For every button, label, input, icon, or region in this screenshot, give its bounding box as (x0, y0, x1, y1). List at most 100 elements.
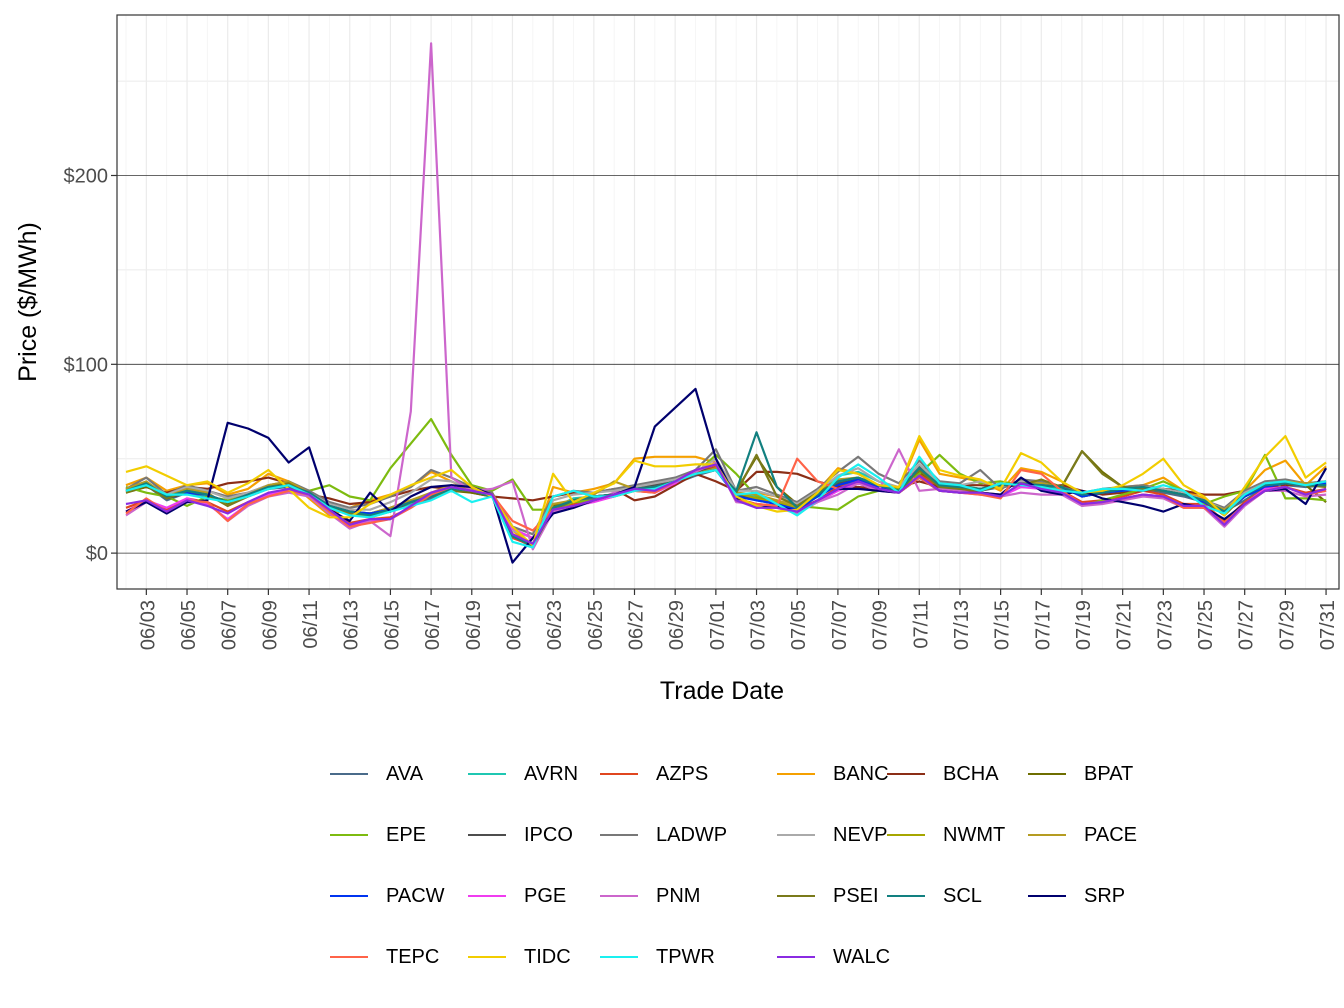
legend-key (330, 833, 368, 837)
x-tick-label: 06/11 (300, 600, 322, 649)
x-tick-label: 07/21 (1114, 600, 1136, 650)
x-tick-label: 07/05 (788, 600, 810, 650)
x-tick-label: 06/19 (463, 600, 485, 650)
legend-label: PNM (656, 884, 701, 907)
legend-key (777, 772, 815, 776)
legend-key (330, 894, 368, 898)
legend-item-ladwp: LADWP (600, 815, 727, 855)
legend-label: IPCO (524, 823, 573, 846)
legend-label: BPAT (1084, 762, 1134, 785)
y-tick-label: $0 (86, 543, 108, 565)
x-tick-label: 06/07 (219, 600, 241, 650)
x-tick-label: 07/29 (1276, 600, 1298, 650)
legend-key (777, 833, 815, 837)
legend-key (600, 955, 638, 959)
price-line-chart: $0 $100 $200 06/03 06/05 06/07 06/09 06/11 06/1… (14, 14, 1340, 705)
legend-item-pnm: PNM (600, 876, 700, 916)
legend-label: EPE (386, 823, 427, 846)
legend-item-psei: PSEI (777, 876, 879, 916)
legend-label: NWMT (943, 823, 1006, 846)
legend-label: LADWP (656, 823, 728, 846)
legend-label: WALC (833, 945, 891, 968)
legend-key (468, 955, 506, 959)
x-tick-label: 07/17 (1032, 600, 1054, 650)
legend-item-nevp: NEVP (777, 815, 887, 855)
legend-item-ipco: IPCO (468, 815, 573, 855)
legend-key (777, 894, 815, 898)
series-lines (125, 42, 1328, 564)
legend-key (468, 894, 506, 898)
x-tick-label: 07/15 (992, 600, 1014, 650)
legend-item-epe: EPE (330, 815, 426, 855)
legend-key (1028, 894, 1066, 898)
x-tick-label: 07/03 (748, 600, 770, 650)
legend-label: PSEI (833, 884, 879, 907)
legend-key (600, 772, 638, 776)
x-tick-label: 07/13 (951, 600, 973, 650)
legend-item-pacw: PACW (330, 876, 445, 916)
y-axis-title: Price ($/MWh) (14, 222, 42, 382)
x-tick-label: 06/21 (504, 600, 526, 650)
legend-item-nwmt: NWMT (887, 815, 1005, 855)
legend-key (777, 955, 815, 959)
legend-key (887, 772, 925, 776)
legend-label: AZPS (656, 762, 709, 785)
legend-label: AVRN (524, 762, 579, 785)
legend-item-tepc: TEPC (330, 937, 439, 977)
legend-label: PGE (524, 884, 567, 907)
legend-label: NEVP (833, 823, 888, 846)
legend: AVA AVRN AZPS BANC BCHA BPAT EPE IPCO LADWP NEVP N… (330, 744, 1150, 994)
y-tick-label: $100 (64, 354, 109, 376)
x-tick-label: 07/01 (707, 600, 729, 650)
legend-item-banc: BANC (777, 754, 889, 794)
x-tick-label: 07/31 (1317, 600, 1339, 650)
legend-label: BCHA (943, 762, 999, 785)
legend-label: AVA (386, 762, 424, 785)
legend-key (468, 833, 506, 837)
plot-border (116, 14, 1340, 590)
x-tick-label: 07/27 (1236, 600, 1258, 650)
x-tick-label: 07/11 (910, 600, 932, 649)
y-tick-label: $200 (64, 165, 109, 187)
legend-label: PACE (1084, 823, 1137, 846)
x-tick-label: 06/25 (585, 600, 607, 650)
legend-label: BANC (833, 762, 889, 785)
x-tick-label: 06/17 (422, 600, 444, 650)
legend-item-azps: AZPS (600, 754, 708, 794)
legend-label: TIDC (524, 945, 571, 968)
x-tick-label: 07/19 (1073, 600, 1095, 650)
series-line-walc (125, 463, 1327, 545)
legend-key (330, 772, 368, 776)
x-tick-label: 06/13 (341, 600, 363, 650)
legend-label: SCL (943, 884, 982, 907)
x-tick-label: 06/23 (544, 600, 566, 650)
legend-key (600, 894, 638, 898)
series-line-epe (125, 418, 1327, 511)
x-tick-label: 07/09 (870, 600, 892, 650)
x-tick-label: 06/03 (137, 600, 159, 650)
legend-item-ava: AVA (330, 754, 423, 794)
x-tick-label: 06/09 (259, 600, 281, 650)
legend-item-bpat: BPAT (1028, 754, 1133, 794)
legend-key (330, 955, 368, 959)
legend-key (1028, 772, 1066, 776)
legend-item-tpwr: TPWR (600, 937, 715, 977)
legend-item-pge: PGE (468, 876, 566, 916)
legend-label: TPWR (656, 945, 715, 968)
legend-key (887, 833, 925, 837)
x-tick-label: 06/05 (178, 600, 200, 650)
x-axis: 06/03 06/05 06/07 06/09 06/11 06/13 06/15 06/17… (137, 589, 1339, 650)
legend-label: SRP (1084, 884, 1126, 907)
y-axis: $0 $100 $200 (64, 165, 117, 565)
legend-key (468, 772, 506, 776)
legend-item-avrn: AVRN (468, 754, 578, 794)
legend-item-tidc: TIDC (468, 937, 571, 977)
x-tick-label: 07/25 (1195, 600, 1217, 650)
legend-item-scl: SCL (887, 876, 982, 916)
major-gridlines (117, 175, 1339, 554)
x-axis-title: Trade Date (660, 677, 784, 705)
x-tick-label: 06/29 (666, 600, 688, 650)
legend-label: PACW (386, 884, 445, 907)
legend-item-pace: PACE (1028, 815, 1137, 855)
legend-item-walc: WALC (777, 937, 890, 977)
